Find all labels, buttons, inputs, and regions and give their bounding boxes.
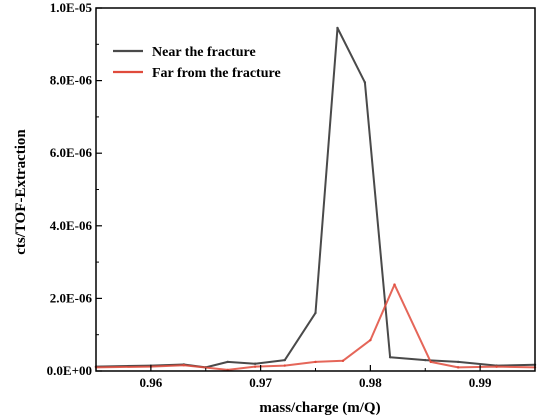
y-tick-label: 4.0E-06 xyxy=(50,218,93,233)
x-tick-label: 0.98 xyxy=(359,375,382,390)
y-tick-label: 8.0E-06 xyxy=(50,73,93,88)
y-axis-title: cts/TOF-Extraction xyxy=(13,129,29,255)
data-point xyxy=(283,364,286,367)
data-point xyxy=(388,356,392,359)
data-point xyxy=(253,365,257,368)
y-tick-label: 2.0E-06 xyxy=(50,290,93,305)
x-tick-label: 0.97 xyxy=(249,375,272,390)
legend-label: Far from the fracture xyxy=(152,66,281,81)
x-tick-label: 0.99 xyxy=(469,375,492,390)
data-point xyxy=(363,81,367,84)
legend-label: Near the fracture xyxy=(152,45,256,60)
data-point xyxy=(226,360,229,364)
data-point xyxy=(314,360,317,364)
legend: Near the fracture Far from the fracture xyxy=(113,45,281,81)
data-point xyxy=(495,365,498,368)
series-layer xyxy=(94,26,537,372)
data-point xyxy=(253,362,257,365)
data-point xyxy=(182,363,185,367)
data-point xyxy=(369,338,372,342)
x-tick-label: 0.96 xyxy=(140,375,163,390)
data-point xyxy=(393,283,396,286)
data-point xyxy=(456,360,460,364)
data-point xyxy=(336,26,339,30)
y-tick-label: 1.0E-05 xyxy=(50,0,93,15)
data-point xyxy=(429,360,432,364)
data-point xyxy=(283,358,286,362)
plot-frame xyxy=(95,7,536,372)
data-point xyxy=(424,358,427,362)
x-axis-title: mass/charge (m/Q) xyxy=(259,400,380,416)
data-point xyxy=(341,359,345,363)
y-tick-label: 0.0E+00 xyxy=(47,363,92,378)
data-point xyxy=(314,311,317,315)
series-line-far-from-the-fracture xyxy=(95,283,536,371)
axes: 0.96 0.97 0.98 0.99 0.0E+00 2.0E-06 4.0E-06 6.0… xyxy=(47,0,536,390)
y-tick-label: 6.0E-06 xyxy=(50,145,93,160)
data-point xyxy=(456,366,460,369)
